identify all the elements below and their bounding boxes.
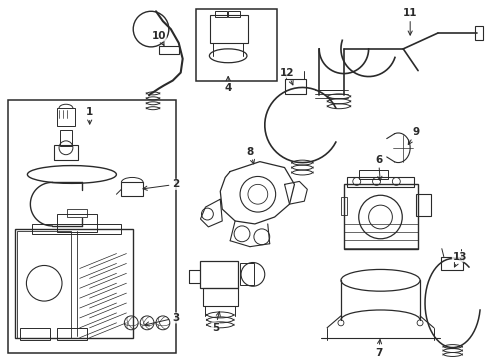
- Text: 3: 3: [144, 313, 179, 326]
- Bar: [8, 100, 175, 352]
- Text: 9: 9: [407, 127, 419, 144]
- Bar: [32, 224, 121, 234]
- Bar: [340, 197, 346, 215]
- Bar: [17, 231, 71, 338]
- Text: 13: 13: [451, 252, 466, 267]
- Bar: [15, 229, 133, 338]
- Bar: [343, 184, 417, 249]
- Bar: [200, 261, 238, 288]
- Bar: [60, 130, 72, 146]
- Bar: [284, 78, 305, 94]
- Bar: [57, 328, 86, 339]
- Bar: [358, 170, 387, 179]
- Bar: [228, 11, 240, 17]
- Text: 11: 11: [402, 8, 417, 35]
- Text: 2: 2: [142, 179, 179, 190]
- Text: 5: 5: [211, 312, 220, 333]
- Bar: [57, 108, 75, 126]
- Bar: [54, 145, 78, 159]
- Text: 10: 10: [151, 31, 166, 45]
- Text: 12: 12: [280, 68, 294, 85]
- Bar: [215, 11, 227, 17]
- Bar: [159, 46, 178, 54]
- Bar: [440, 257, 462, 270]
- Bar: [57, 214, 97, 232]
- Bar: [240, 264, 253, 285]
- Text: 8: 8: [246, 147, 254, 164]
- Text: 4: 4: [224, 76, 231, 94]
- Bar: [346, 177, 413, 187]
- Bar: [203, 288, 238, 306]
- Bar: [474, 26, 482, 40]
- Bar: [121, 183, 143, 196]
- Text: 7: 7: [374, 339, 382, 357]
- Text: 1: 1: [86, 107, 93, 124]
- Bar: [210, 15, 247, 43]
- Bar: [67, 209, 86, 217]
- Bar: [415, 194, 430, 216]
- Bar: [20, 328, 50, 339]
- Text: 6: 6: [374, 155, 381, 180]
- Bar: [195, 9, 276, 81]
